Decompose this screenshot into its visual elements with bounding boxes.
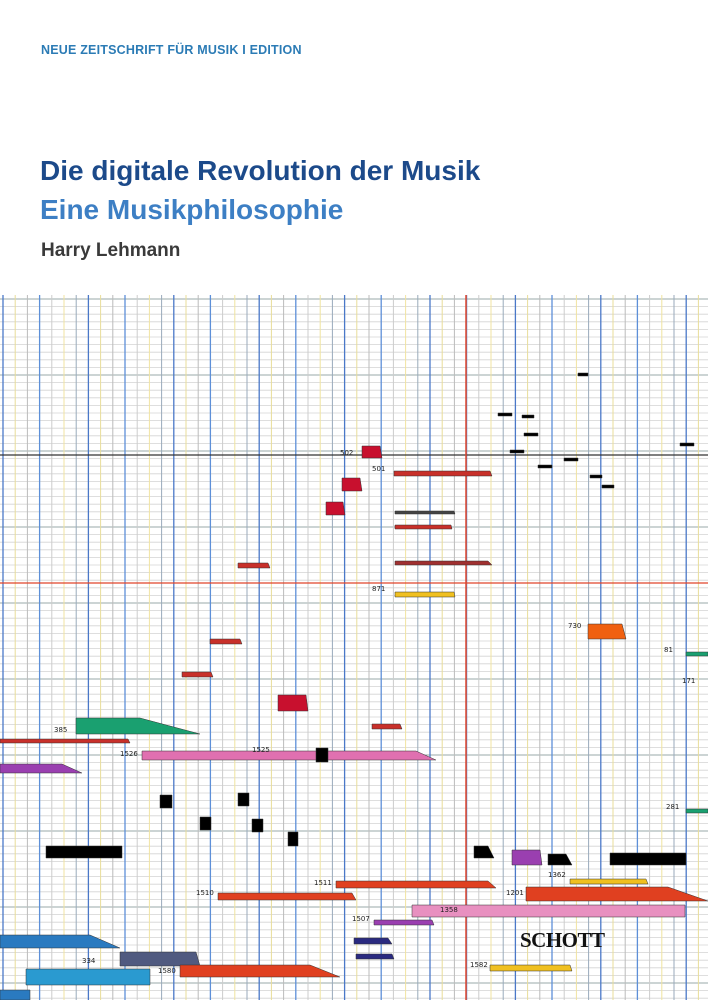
score-event <box>325 501 346 516</box>
score-label: 1511 <box>314 879 332 887</box>
author: Harry Lehmann <box>41 240 181 261</box>
score-event <box>473 845 495 859</box>
score-event <box>335 880 497 889</box>
score-event <box>577 372 589 377</box>
score-label: 502 <box>340 449 353 457</box>
score-event <box>341 477 363 492</box>
score-event <box>25 968 151 986</box>
score-event <box>609 852 687 866</box>
grid <box>0 295 708 1000</box>
score-label: 81 <box>664 646 673 654</box>
score-label: 1582 <box>470 961 488 969</box>
score-event <box>361 445 383 459</box>
score-event <box>497 412 513 417</box>
score-label: 1526 <box>120 750 138 758</box>
score-event <box>394 560 493 566</box>
score-event <box>489 964 573 972</box>
score-event <box>45 845 123 859</box>
score-event <box>251 818 264 833</box>
score-event <box>394 510 456 515</box>
score-label: 1201 <box>506 889 524 897</box>
score-event <box>563 457 579 462</box>
score-label: 334 <box>82 957 96 965</box>
score-event <box>217 892 357 901</box>
series-name: NEUE ZEITSCHRIFT FÜR MUSIK I EDITION <box>41 43 302 57</box>
score-event <box>373 919 435 926</box>
score-label: 171 <box>682 677 695 685</box>
score-event <box>141 750 437 761</box>
score-label: 501 <box>372 465 385 473</box>
score-shapes <box>0 372 708 1000</box>
score-event <box>0 989 31 1000</box>
score-event <box>685 808 708 814</box>
score-event <box>179 964 341 978</box>
book-subtitle: Eine Musikphilosophie <box>40 194 344 225</box>
score-event <box>119 951 201 967</box>
score-label: 730 <box>568 622 581 630</box>
score-label: 385 <box>54 726 67 734</box>
score-event <box>411 904 686 918</box>
score-event <box>685 651 708 657</box>
score-event <box>371 723 403 730</box>
score-label: 1510 <box>196 889 214 897</box>
score-event <box>509 449 525 454</box>
score-event <box>589 474 603 479</box>
score-label: 1358 <box>440 906 458 914</box>
score-event <box>277 694 309 712</box>
score-event <box>237 792 250 807</box>
score-event <box>587 623 627 640</box>
score-label: 871 <box>372 585 385 593</box>
score-event <box>237 562 271 569</box>
score-event <box>525 886 708 902</box>
score-event <box>601 484 615 489</box>
score-event <box>393 470 493 477</box>
score-event <box>511 849 543 866</box>
score-label: 1362 <box>548 871 566 879</box>
score-event <box>523 432 539 437</box>
score-event <box>0 934 121 949</box>
score-event <box>315 747 329 763</box>
score-event <box>0 738 131 744</box>
score-label: 1580 <box>158 967 176 975</box>
score-graphic: 502 501 730 871 385 1526 1525 1511 1510 1201 1362 1… <box>0 295 708 1000</box>
score-event <box>209 638 243 645</box>
score-event <box>537 464 553 469</box>
score-event <box>159 794 173 809</box>
score-event <box>199 816 212 831</box>
score-event <box>394 524 453 530</box>
score-event <box>0 763 83 774</box>
score-label: 1507 <box>352 915 370 923</box>
score-event <box>181 671 214 678</box>
score-label: 1525 <box>252 746 270 754</box>
score-label: 281 <box>666 803 679 811</box>
score-event <box>521 414 535 419</box>
book-title: Die digitale Revolution der Musik <box>40 155 481 186</box>
score-event <box>355 953 395 960</box>
score-labels: 502 501 730 871 385 1526 1525 1511 1510 1201 1362 1… <box>54 449 695 975</box>
score-event <box>75 717 201 735</box>
score-event <box>287 831 299 847</box>
score-event <box>547 853 573 866</box>
score-event <box>679 442 695 447</box>
score-event <box>394 591 456 598</box>
score-event <box>569 878 649 885</box>
score-event <box>353 937 393 945</box>
publisher: SCHOTT <box>520 928 605 952</box>
